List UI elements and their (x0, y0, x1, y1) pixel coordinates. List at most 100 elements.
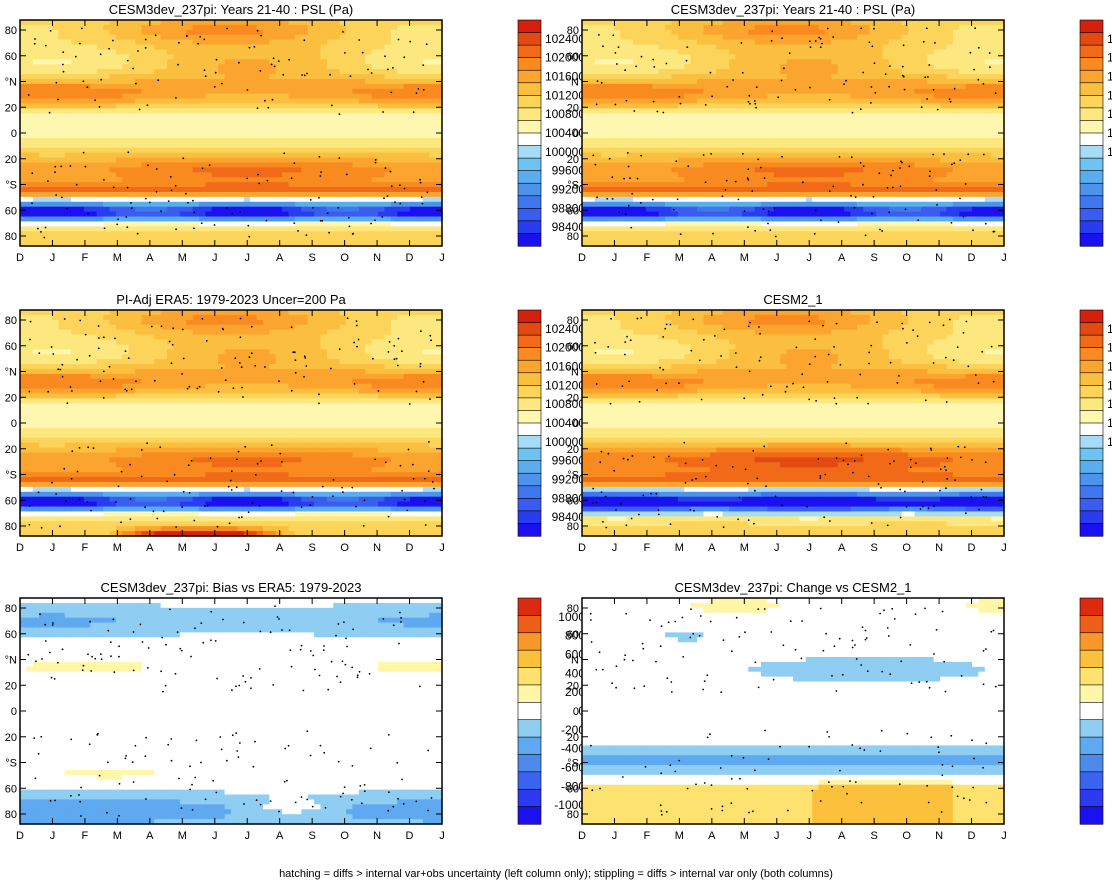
chart-panel-6: CESM3dev_237pi: Change vs CESM2_1D J F M A M J… (567, 580, 1112, 842)
y-tick-label: 20 (5, 444, 17, 456)
x-tick-label: J (612, 830, 618, 842)
y-tick-label: °N (5, 77, 17, 89)
x-tick-label: M (675, 830, 684, 842)
y-tick-label: 60 (567, 629, 579, 641)
colorbar-label: 102400 (1107, 322, 1112, 336)
x-tick-label: M (675, 252, 684, 264)
colorbar-box (518, 323, 541, 336)
colorbar-box (1080, 436, 1103, 449)
colorbar-box (518, 685, 541, 703)
colorbar-box (1080, 668, 1103, 686)
colorbar-box (518, 335, 541, 348)
colorbar-box (518, 598, 541, 616)
x-tick-label: S (308, 542, 315, 554)
x-tick-label: O (340, 542, 349, 554)
y-tick-label: °N (567, 367, 579, 379)
colorbar-box (518, 772, 541, 790)
colorbar: 1024001020001016001012001008001004001000… (1080, 20, 1112, 246)
x-tick-label: S (308, 830, 315, 842)
colorbar-box (1080, 754, 1103, 772)
colorbar-box (1080, 310, 1103, 323)
y-tick-label: 20 (567, 444, 579, 456)
colorbar-label: 102000 (545, 341, 585, 355)
x-tick-label: J (774, 830, 780, 842)
x-tick-label: A (708, 252, 716, 264)
x-tick-label: M (113, 542, 122, 554)
x-tick-label: J (50, 830, 56, 842)
y-tick-label: 0 (573, 418, 579, 430)
colorbar-box (518, 221, 541, 234)
x-tick-label: S (308, 252, 315, 264)
colorbar-box (1080, 772, 1103, 790)
colorbar-label: 101200 (1107, 88, 1112, 102)
colorbar-box (1080, 133, 1103, 146)
colorbar-box (1080, 108, 1103, 121)
x-tick-label: M (178, 542, 187, 554)
colorbar-label: 100800 (545, 107, 585, 121)
y-tick-label: 80 (567, 521, 579, 533)
chart-title: CESM2_1 (763, 292, 822, 307)
colorbar-label: 99600 (552, 454, 586, 468)
colorbar-box (518, 133, 541, 146)
x-tick-label: J (1001, 830, 1007, 842)
colorbar-label: 100400 (1107, 126, 1112, 140)
colorbar-box (1080, 598, 1103, 616)
colorbar-box (1080, 33, 1103, 46)
colorbar-label: 99600 (552, 164, 586, 178)
chart-panel-1: CESM3dev_237pi: Years 21-40 : PSL (Pa) D J… (5, 2, 586, 264)
colorbar-box (518, 789, 541, 807)
x-tick-label: S (870, 830, 877, 842)
colorbar-box (518, 95, 541, 108)
y-tick-label: 0 (573, 706, 579, 718)
y-tick-label: 60 (5, 495, 17, 507)
colorbar-box (1080, 348, 1103, 361)
y-tick-label: 80 (5, 809, 17, 821)
colorbar-box (518, 310, 541, 323)
x-tick-label: J (1001, 542, 1007, 554)
colorbar-box (1080, 398, 1103, 411)
chart-title: CESM3dev_237pi: Years 21-40 : PSL (Pa) (109, 2, 354, 17)
colorbar-label: 100800 (1107, 397, 1112, 411)
colorbar-label: 101600 (545, 360, 585, 374)
colorbar-box (518, 58, 541, 71)
colorbar-box (518, 120, 541, 133)
colorbar-box (1080, 360, 1103, 373)
x-tick-label: J (439, 830, 445, 842)
x-tick-label: J (50, 252, 56, 264)
x-tick-label: J (244, 252, 250, 264)
x-tick-label: O (340, 830, 349, 842)
colorbar-box (1080, 196, 1103, 209)
x-tick-label: S (870, 252, 877, 264)
colorbar-box (518, 20, 541, 33)
colorbar-box (1080, 737, 1103, 755)
colorbar-box (518, 348, 541, 361)
colorbar-box (1080, 615, 1103, 633)
colorbar-box (518, 360, 541, 373)
x-tick-label: N (373, 830, 381, 842)
y-tick-label: 0 (11, 706, 17, 718)
colorbar-label: 101200 (1107, 378, 1112, 392)
x-tick-label: D (16, 252, 24, 264)
x-tick-label: N (373, 542, 381, 554)
colorbar-label: 100000 (545, 145, 585, 159)
x-tick-label: M (178, 252, 187, 264)
y-tick-label: 80 (5, 25, 17, 37)
x-tick-label: N (935, 542, 943, 554)
heatmap-field (582, 598, 1005, 825)
colorbar-box (1080, 233, 1103, 246)
chart-panel-2: CESM3dev_237pi: Years 21-40 : PSL (Pa)D J… (567, 2, 1112, 264)
heatmap-field (582, 310, 1005, 537)
x-tick-label: J (806, 542, 812, 554)
y-tick-label: °S (5, 470, 17, 482)
colorbar-box (518, 398, 541, 411)
colorbar-box (1080, 335, 1103, 348)
colorbar-box (518, 196, 541, 209)
x-tick-label: F (644, 542, 651, 554)
colorbar-label: 102000 (1107, 51, 1112, 65)
x-tick-label: J (50, 542, 56, 554)
y-tick-label: °N (5, 655, 17, 667)
x-tick-label: J (212, 830, 218, 842)
y-tick-label: °N (567, 77, 579, 89)
x-tick-label: M (675, 542, 684, 554)
